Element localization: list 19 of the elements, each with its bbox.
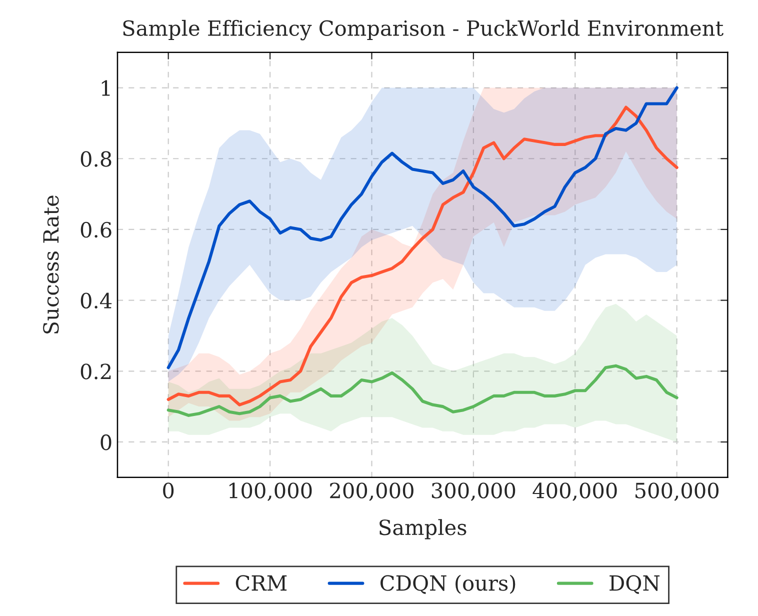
chart-title: Sample Efficiency Comparison - PuckWorld Environment	[123, 20, 724, 40]
y-axis-title: Success Rate	[43, 196, 59, 334]
x-tick-label: 0	[163, 482, 174, 498]
legend-label: DQN	[610, 575, 660, 594]
y-tick-label: 0	[100, 434, 112, 450]
y-tick-label: 0.2	[80, 364, 111, 380]
legend-label: CRM	[236, 575, 287, 591]
x-tick-label: 400,000	[532, 482, 617, 501]
legend-label: CDQN (ours)	[380, 574, 516, 594]
x-tick-label: 300,000	[432, 482, 516, 501]
line-series	[166, 364, 678, 417]
x-axis-title: Samples	[380, 519, 466, 540]
x-tick-label: 200,000	[330, 482, 414, 501]
y-tick-label: 1	[102, 80, 110, 96]
y-tick-label: 0.6	[80, 222, 112, 238]
y-tick-label: 0.4	[80, 292, 112, 309]
x-tick-label: 100,000	[230, 482, 312, 501]
x-tick-label: 500,000	[636, 482, 719, 501]
y-tick-label: 0.8	[80, 151, 112, 167]
